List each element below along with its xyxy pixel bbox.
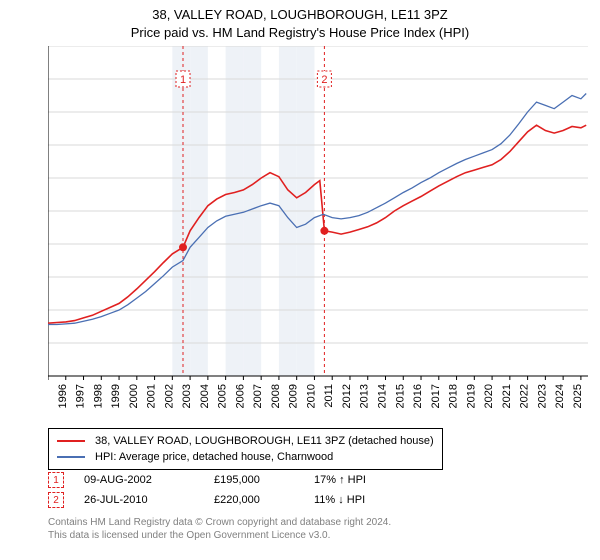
chart-title: 38, VALLEY ROAD, LOUGHBOROUGH, LE11 3PZ … xyxy=(0,0,600,41)
title-line-2: Price paid vs. HM Land Registry's House … xyxy=(0,24,600,42)
x-tick-label: 1996 xyxy=(57,384,69,408)
x-tick-label: 2023 xyxy=(536,384,548,408)
x-tick-label: 2005 xyxy=(217,384,229,408)
x-tick-label: 2015 xyxy=(394,384,406,408)
x-tick-label: 2013 xyxy=(359,384,371,408)
footer-line-2: This data is licensed under the Open Gov… xyxy=(48,529,391,542)
x-tick-label: 2012 xyxy=(341,384,353,408)
x-tick-label: 2014 xyxy=(377,384,389,408)
sale-price: £195,000 xyxy=(214,474,314,486)
x-tick-label: 2016 xyxy=(412,384,424,408)
series-property xyxy=(48,125,586,323)
x-tick-label: 2020 xyxy=(483,384,495,408)
x-tick-label: 2011 xyxy=(323,384,335,408)
legend-row: HPI: Average price, detached house, Char… xyxy=(57,449,434,465)
legend: 38, VALLEY ROAD, LOUGHBOROUGH, LE11 3PZ … xyxy=(48,428,443,470)
x-tick-label: 2006 xyxy=(234,384,246,408)
x-tick-label: 2024 xyxy=(554,384,566,408)
x-tick-label: 1998 xyxy=(92,384,104,408)
x-tick-label: 2019 xyxy=(465,384,477,408)
legend-swatch xyxy=(57,456,85,458)
x-tick-label: 2025 xyxy=(572,384,584,408)
sale-date: 26-JUL-2010 xyxy=(84,494,214,506)
x-tick-label: 2008 xyxy=(270,384,282,408)
sale-marker-label: 1 xyxy=(180,74,186,86)
sale-marker-badge: 1 xyxy=(48,472,64,488)
x-tick-label: 2002 xyxy=(163,384,175,408)
x-tick-label: 2009 xyxy=(288,384,300,408)
series-hpi xyxy=(48,94,586,325)
x-tick-label: 2003 xyxy=(181,384,193,408)
title-line-1: 38, VALLEY ROAD, LOUGHBOROUGH, LE11 3PZ xyxy=(0,6,600,24)
legend-swatch xyxy=(57,440,85,442)
sale-row: 1 09-AUG-2002£195,00017% ↑ HPI xyxy=(48,470,434,490)
legend-row: 38, VALLEY ROAD, LOUGHBOROUGH, LE11 3PZ … xyxy=(57,433,434,449)
x-tick-label: 2021 xyxy=(501,384,513,408)
x-tick-label: 2022 xyxy=(519,384,531,408)
attribution-footer: Contains HM Land Registry data © Crown c… xyxy=(48,516,391,542)
sale-delta: 17% ↑ HPI xyxy=(314,474,434,486)
legend-label: HPI: Average price, detached house, Char… xyxy=(95,451,333,463)
x-tick-label: 1995 xyxy=(48,384,51,408)
x-tick-label: 2001 xyxy=(146,384,158,408)
sales-table: 1 09-AUG-2002£195,00017% ↑ HPI 2 26-JUL-201… xyxy=(48,470,434,510)
x-tick-label: 2000 xyxy=(128,384,140,408)
x-tick-label: 2010 xyxy=(305,384,317,408)
sale-date: 09-AUG-2002 xyxy=(84,474,214,486)
sale-price: £220,000 xyxy=(214,494,314,506)
x-tick-label: 2007 xyxy=(252,384,264,408)
legend-label: 38, VALLEY ROAD, LOUGHBOROUGH, LE11 3PZ … xyxy=(95,435,434,447)
sale-row: 2 26-JUL-2010£220,00011% ↓ HPI xyxy=(48,490,434,510)
sale-marker-badge: 2 xyxy=(48,492,64,508)
x-tick-label: 2017 xyxy=(430,384,442,408)
x-tick-label: 1997 xyxy=(75,384,87,408)
sale-delta: 11% ↓ HPI xyxy=(314,494,434,506)
x-tick-label: 2018 xyxy=(448,384,460,408)
price-chart: £0£50K£100K£150K£200K£250K£300K£350K£400… xyxy=(48,46,588,422)
x-tick-label: 1999 xyxy=(110,384,122,408)
sale-marker-label: 2 xyxy=(321,74,327,86)
footer-line-1: Contains HM Land Registry data © Crown c… xyxy=(48,516,391,529)
x-tick-label: 2004 xyxy=(199,384,211,408)
